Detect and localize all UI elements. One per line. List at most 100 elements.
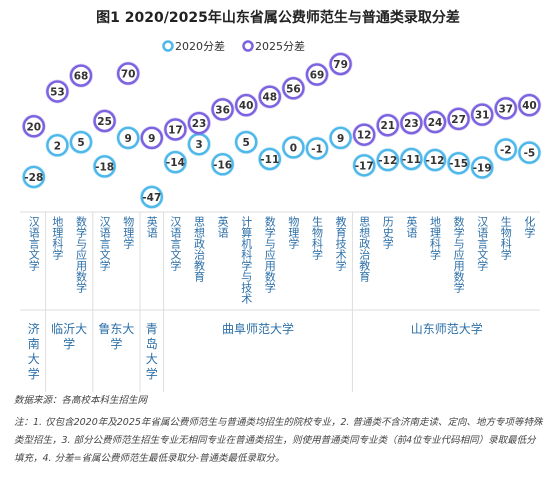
- category-label: 计算机科学与技术: [240, 216, 253, 305]
- value-label: -14: [166, 157, 185, 169]
- value-label: -11: [402, 154, 421, 166]
- legend-marker: [242, 40, 254, 52]
- dot: [93, 155, 116, 178]
- dot: [211, 98, 234, 121]
- dot: [447, 107, 470, 131]
- value-label: 79: [333, 59, 348, 71]
- value-label: 27: [451, 114, 466, 126]
- dot: [470, 103, 494, 126]
- category-label: 汉语言文学: [27, 216, 40, 271]
- value-label: -2: [500, 145, 512, 157]
- category-label: 化学: [523, 215, 536, 238]
- value-label: 0: [290, 142, 297, 154]
- category-label: 数学与应用数学: [75, 216, 88, 293]
- category-label: 生物科学: [311, 215, 324, 260]
- value-label: 20: [26, 121, 41, 133]
- dot: [423, 148, 447, 172]
- value-label: 3: [195, 139, 202, 151]
- dot: [140, 126, 164, 150]
- category-label: 物理学: [122, 215, 135, 249]
- dot: [116, 62, 140, 85]
- value-label: 5: [243, 137, 250, 149]
- group-label: 山东师范大学: [410, 322, 483, 336]
- value-label: 9: [337, 133, 344, 145]
- legend-label: 2025分差: [255, 39, 305, 53]
- dot: [234, 93, 258, 117]
- dot: [376, 148, 400, 172]
- value-label: 53: [50, 86, 65, 98]
- category-label: 汉语言文学: [169, 216, 182, 271]
- legend-marker: [162, 40, 174, 52]
- value-label: 31: [475, 110, 490, 122]
- legend-label: 2020分差: [175, 39, 225, 53]
- dot: [494, 138, 518, 161]
- dot: [376, 113, 400, 137]
- chart-title: 图1 2020/2025年山东省属公费师范生与普通类录取分差: [96, 9, 460, 26]
- dot: [116, 126, 140, 150]
- value-label: 36: [215, 104, 230, 116]
- dot: [46, 80, 69, 103]
- value-label: 69: [310, 70, 325, 82]
- value-label: -1: [311, 143, 323, 155]
- dot: [352, 123, 376, 146]
- dot: [423, 110, 447, 134]
- value-label: -18: [95, 161, 114, 173]
- dot: [400, 111, 423, 135]
- value-label: -17: [355, 160, 374, 172]
- value-label: 37: [498, 103, 513, 115]
- value-label: 5: [77, 137, 84, 149]
- chart: 图1 2020/2025年山东省属公费师范生与普通类录取分差 2020分差 202…: [20, 9, 542, 392]
- value-label: -12: [426, 155, 445, 167]
- group-label: 青岛大学: [145, 322, 158, 381]
- category-label: 英语: [145, 215, 158, 239]
- dot: [329, 52, 352, 76]
- dot: [93, 109, 116, 133]
- value-label: 23: [192, 118, 207, 130]
- dot: [22, 115, 46, 138]
- value-label: -12: [378, 155, 397, 167]
- category-label: 英语: [405, 215, 418, 239]
- value-label: 48: [262, 92, 277, 104]
- value-label: 70: [121, 69, 136, 81]
- category-label: 思想政治教育: [358, 216, 371, 283]
- category-label: 数学与应用数学: [263, 216, 276, 293]
- value-label: 9: [148, 133, 155, 145]
- dot: [282, 136, 305, 159]
- value-label: -11: [260, 154, 279, 166]
- category-label: 数学与应用数学: [452, 216, 465, 293]
- value-label: 23: [404, 118, 419, 130]
- value-label: 25: [97, 116, 112, 128]
- group-label: 鲁东大学: [98, 322, 135, 351]
- group-label: 济南大学: [27, 322, 40, 381]
- value-label: 40: [239, 100, 254, 112]
- category-label: 汉语言文学: [476, 216, 489, 271]
- category-label: 生物科学: [499, 215, 512, 260]
- dot: [494, 97, 518, 120]
- group-label: 临沂大学: [51, 322, 88, 351]
- value-label: 56: [286, 83, 301, 95]
- dot: [518, 93, 541, 117]
- dot: [69, 130, 93, 154]
- value-label: 40: [522, 100, 537, 112]
- dot: [164, 150, 187, 174]
- dot: [164, 118, 187, 141]
- category-label: 汉语言文学: [98, 216, 111, 271]
- dot: [447, 151, 470, 175]
- dot: [22, 165, 46, 189]
- value-label: 12: [357, 130, 372, 142]
- category-label: 地理科学: [429, 216, 442, 260]
- value-label: 17: [168, 124, 183, 136]
- dot: [211, 153, 234, 176]
- value-label: -47: [142, 192, 161, 204]
- category-label: 地理科学: [51, 216, 64, 260]
- note: 注：1. 仅包含2020年及2025年省属公费师范生与普通类均招生的院校专业，2…: [14, 417, 543, 464]
- dot: [329, 126, 352, 150]
- value-label: -16: [213, 159, 232, 171]
- dot: [305, 137, 329, 160]
- dot: [518, 141, 541, 164]
- source: 数据来源：各高校本科生招生网: [14, 395, 148, 406]
- category-label: 思想政治教育: [193, 216, 206, 283]
- value-label: 2: [54, 140, 61, 152]
- category-label: 物理学: [287, 215, 300, 249]
